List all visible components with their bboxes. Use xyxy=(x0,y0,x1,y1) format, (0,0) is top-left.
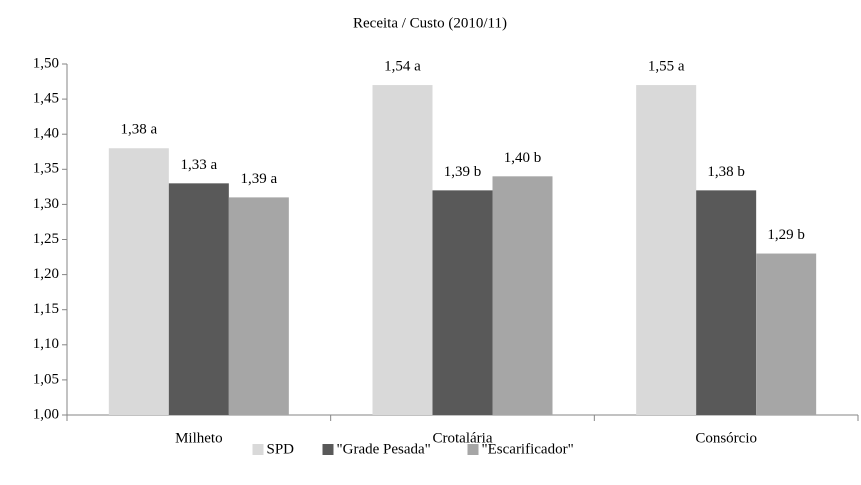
bar xyxy=(168,183,229,415)
legend-label: "Grade Pesada" xyxy=(337,441,431,457)
x-tick-label: Consórcio xyxy=(695,430,757,446)
bar-annotation: 1,29 b xyxy=(767,227,805,243)
y-tick-label: 1,45 xyxy=(33,91,59,107)
bar-annotation: 1,55 a xyxy=(648,58,685,74)
y-tick-label: 1,30 xyxy=(33,196,59,212)
bar xyxy=(756,253,817,415)
y-tick-label: 1,40 xyxy=(33,126,59,142)
bar xyxy=(228,197,289,415)
bar-annotation: 1,33 a xyxy=(180,157,217,173)
chart-title: Receita / Custo (2010/11) xyxy=(353,15,507,31)
y-tick-label: 1,20 xyxy=(33,266,59,282)
y-tick-label: 1,35 xyxy=(33,161,59,177)
y-tick-label: 1,05 xyxy=(33,371,59,387)
legend-swatch xyxy=(467,444,479,455)
bar-annotation: 1,38 a xyxy=(120,122,157,138)
bar xyxy=(492,176,553,415)
y-tick-label: 1,10 xyxy=(33,336,59,352)
y-tick-label: 1,50 xyxy=(33,55,59,71)
bar-annotation: 1,54 a xyxy=(384,58,421,74)
bar xyxy=(696,190,757,415)
legend-label: "Escarificador" xyxy=(482,441,574,457)
bar xyxy=(636,85,697,415)
bar-annotation: 1,39 b xyxy=(444,164,482,180)
y-tick-label: 1,15 xyxy=(33,301,59,317)
bar-annotation: 1,40 b xyxy=(504,150,542,166)
legend-label: SPD xyxy=(267,441,295,457)
y-tick-label: 1,00 xyxy=(33,406,59,422)
bar xyxy=(108,148,169,416)
x-tick-label: Crotalária xyxy=(433,430,493,446)
legend-swatch xyxy=(252,444,264,455)
bar xyxy=(372,85,433,415)
bar xyxy=(432,190,493,415)
x-tick-label: Milheto xyxy=(175,430,223,446)
bar-annotation: 1,38 b xyxy=(707,164,745,180)
y-tick-label: 1,25 xyxy=(33,231,59,247)
bar-annotation: 1,39 a xyxy=(240,171,277,187)
legend-swatch xyxy=(322,444,334,455)
